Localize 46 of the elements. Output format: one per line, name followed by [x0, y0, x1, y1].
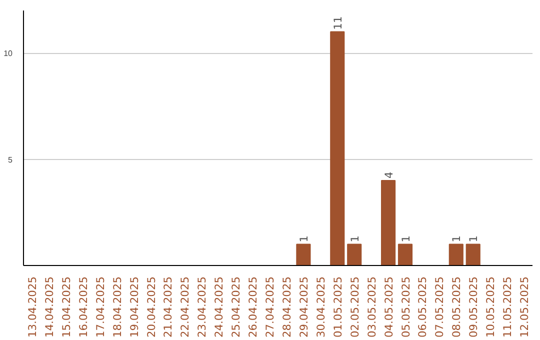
x-tick-label: 06.05.2025	[416, 276, 430, 338]
bar	[466, 244, 480, 266]
x-tick-label: 10.05.2025	[484, 276, 498, 338]
x-tick-label: 16.04.2025	[76, 276, 90, 338]
x-tick-label: 24.04.2025	[212, 276, 226, 338]
bar	[296, 244, 311, 266]
x-tick-label: 17.04.2025	[94, 276, 107, 338]
data-label: 1	[467, 235, 480, 242]
x-tick-label: 08.05.2025	[450, 276, 464, 338]
data-label: 1	[348, 235, 362, 242]
x-tick-label: 25.04.2025	[230, 276, 243, 338]
y-tick-label: 5	[8, 155, 14, 164]
x-tick-label: 02.05.2025	[348, 276, 362, 338]
data-label: 1	[297, 235, 310, 242]
x-tick-label: 11.05.2025	[501, 276, 514, 338]
x-tick-label: 21.04.2025	[162, 276, 175, 338]
x-tick-label: 19.04.2025	[128, 276, 141, 338]
bar	[347, 244, 362, 266]
x-tick-label: 14.04.2025	[42, 276, 56, 338]
data-label: 11	[331, 16, 344, 30]
x-tick-label: 27.04.2025	[264, 276, 277, 338]
x-tick-label: 13.04.2025	[26, 276, 39, 338]
data-label: 1	[399, 235, 412, 242]
x-tick-label: 04.05.2025	[382, 276, 396, 338]
x-tick-label: 07.05.2025	[433, 276, 446, 338]
bar	[398, 244, 413, 266]
data-label: 4	[382, 172, 396, 178]
x-tick-label: 09.05.2025	[467, 276, 480, 338]
x-tick-label: 01.05.2025	[331, 276, 344, 338]
x-tick-label: 18.04.2025	[110, 276, 124, 338]
x-tick-label: 20.04.2025	[144, 276, 158, 338]
x-tick-label: 29.04.2025	[297, 276, 310, 338]
x-tick-label: 05.05.2025	[399, 276, 412, 338]
x-tick-label: 22.04.2025	[178, 276, 192, 338]
bar	[448, 244, 464, 266]
x-tick-label: 15.04.2025	[60, 276, 73, 338]
x-tick-label: 12.05.2025	[518, 276, 532, 338]
x-tick-label: 03.05.2025	[365, 276, 378, 338]
x-tick-label: 26.04.2025	[246, 276, 260, 338]
bar	[380, 180, 396, 266]
x-tick-label: 28.04.2025	[280, 276, 294, 338]
x-tick-label: 30.04.2025	[314, 276, 328, 338]
data-label: 1	[450, 235, 464, 242]
bar	[330, 31, 345, 266]
y-tick-label: 10	[4, 49, 14, 58]
x-tick-label: 23.04.2025	[196, 276, 209, 338]
